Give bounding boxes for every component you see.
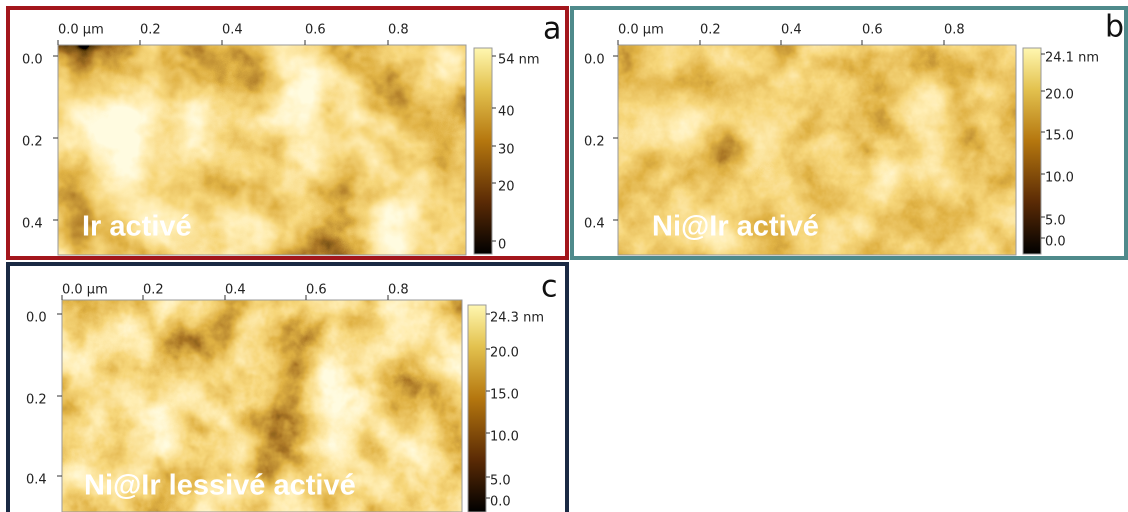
panel: 0.0 µm 0.2 0.4 0.6 0.8 0.0 0.2 0.4 24.3 nm 20.0 15…: [6, 262, 569, 512]
panel-letter: c: [541, 270, 558, 305]
colorbar-label: 30: [498, 143, 515, 158]
panel-frame: [6, 6, 569, 260]
y-tick-label: 0.2: [584, 135, 605, 150]
afm-image: [618, 45, 1016, 255]
y-tick-label: 0.4: [584, 217, 605, 232]
colorbar-label: 5.0: [1045, 214, 1066, 229]
colorbar: [467, 304, 487, 512]
y-tick-label: 0.4: [22, 217, 43, 232]
colorbar-label: 54 nm: [498, 53, 540, 68]
colorbar-label: 0: [498, 238, 506, 253]
x-tick-label: 0.6: [306, 283, 327, 298]
x-tick-label: 0.2: [700, 23, 721, 38]
panel-frame: [6, 262, 569, 512]
x-tick-label: 0.4: [222, 23, 243, 38]
colorbar-label: 24.1 nm: [1045, 51, 1099, 66]
panel-letter: a: [543, 12, 561, 47]
x-tick-label: 0.8: [388, 23, 409, 38]
y-tick-label: 0.2: [26, 393, 47, 408]
afm-image: [62, 300, 462, 512]
x-tick-label: 0.0 µm: [62, 283, 108, 298]
colorbar-label: 15.0: [1045, 129, 1074, 144]
panel-caption: Ir activé: [82, 211, 192, 243]
image-border: [61, 299, 463, 512]
colorbar-label: 20.0: [1045, 88, 1074, 103]
colorbar-label: 40: [498, 105, 515, 120]
colorbar-label: 20: [498, 180, 515, 195]
colorbar-label: 10.0: [1045, 171, 1074, 186]
x-tick-label: 0.6: [305, 23, 326, 38]
image-border: [57, 44, 467, 256]
x-tick-label: 0.0 µm: [58, 23, 104, 38]
y-tick-label: 0.0: [22, 53, 43, 68]
panel: 0.0 µm 0.2 0.4 0.6 0.8 0.0 0.2 0.4 24.1 nm 20.0 15…: [570, 6, 1128, 260]
colorbar-label: 20.0: [490, 346, 519, 361]
colorbar-label: 15.0: [490, 388, 519, 403]
colorbar-label: 10.0: [490, 430, 519, 445]
panel: 0.0 µm 0.2 0.4 0.6 0.8 0.0 0.2 0.4 54 nm 40 30 20 0 I…: [6, 6, 569, 260]
colorbar-label: 0.0: [1045, 235, 1066, 250]
x-tick-label: 0.4: [781, 23, 802, 38]
y-tick-label: 0.4: [26, 473, 47, 488]
colorbar: [1022, 47, 1042, 255]
x-tick-label: 0.4: [225, 283, 246, 298]
y-tick-label: 0.0: [26, 311, 47, 326]
panel-caption: Ni@Ir activé: [652, 211, 819, 243]
y-tick-label: 0.2: [22, 135, 43, 150]
panel-frame: [570, 6, 1128, 260]
panel-letter: b: [1105, 10, 1124, 45]
y-tick-label: 0.0: [584, 53, 605, 68]
x-tick-label: 0.8: [388, 283, 409, 298]
x-tick-label: 0.6: [862, 23, 883, 38]
afm-image: [58, 45, 466, 255]
x-tick-label: 0.2: [140, 23, 161, 38]
x-tick-label: 0.8: [944, 23, 965, 38]
colorbar: [473, 47, 493, 255]
colorbar-label: 5.0: [490, 474, 511, 489]
colorbar-label: 24.3 nm: [490, 311, 544, 326]
colorbar-label: 0.0: [490, 495, 511, 510]
x-tick-label: 0.2: [143, 283, 164, 298]
x-tick-label: 0.0 µm: [618, 23, 664, 38]
image-border: [617, 44, 1017, 256]
panel-caption: Ni@Ir lessivé activé: [84, 470, 356, 502]
